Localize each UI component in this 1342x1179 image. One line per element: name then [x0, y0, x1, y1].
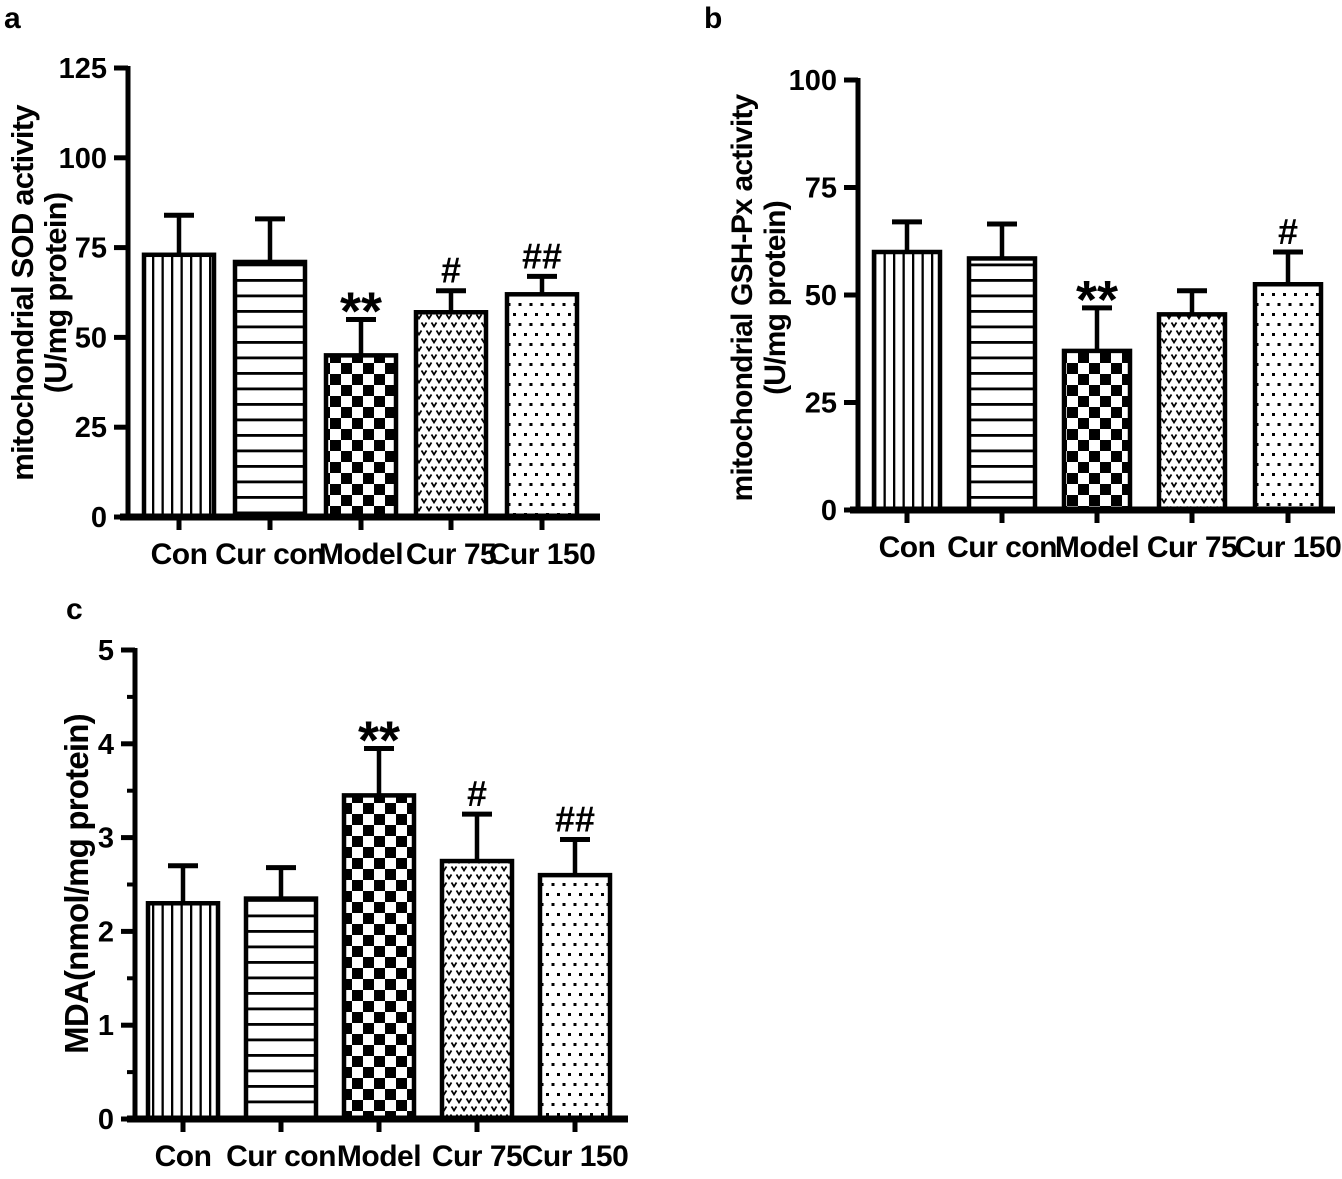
panel-c-x-label-cur-con: Cur con — [226, 1140, 336, 1173]
panel-a-bar-cur-150 — [504, 292, 580, 520]
panel-a-y-axis-title-line-1: mitochondrial SOD activity — [5, 104, 40, 481]
panel-c-y-tick-label: 3 — [98, 823, 114, 855]
panel-b-x-label-cur-con: Cur con — [947, 531, 1057, 564]
panel-a-bar-cur-con — [232, 259, 308, 520]
panel-c-significance-cur-150: ## — [555, 798, 595, 839]
panel-c-y-tick-label: 4 — [98, 729, 114, 761]
panel-c-bar-con — [145, 901, 221, 1122]
panel-c-bar-cur-75 — [439, 858, 515, 1122]
panel-a-x-label-model: Model — [319, 538, 403, 571]
panel-b-x-label-model: Model — [1055, 531, 1139, 564]
panel-c-y-tick-label: 2 — [98, 916, 114, 948]
panel-c-x-label-model: Model — [337, 1140, 421, 1173]
panel-b-y-tick-label: 100 — [789, 65, 837, 97]
panel-c-y-axis-title-line-1: MDA(nmol/mg protein) — [58, 714, 95, 1054]
panel-a-x-label-cur-con: Cur con — [215, 538, 325, 571]
panel-c-letter: c — [66, 593, 83, 626]
panel-c-bar-model — [341, 793, 417, 1122]
panel-a-x-label-con: Con — [151, 538, 208, 571]
panel-c-bar-cur-150 — [537, 872, 613, 1122]
panel-c-y-tick-label: 1 — [98, 1010, 114, 1042]
panel-a-y-tick-label: 75 — [75, 233, 107, 265]
panel-c-significance-model: ** — [358, 710, 400, 770]
panel-a-x-label-cur-150: Cur 150 — [489, 538, 596, 571]
panel-a-letter: a — [4, 2, 21, 35]
panel-c-x-label-con: Con — [155, 1140, 212, 1173]
panel-b-y-axis-title-line-2: (U/mg protein) — [759, 201, 792, 395]
panel-b-x-label-con: Con — [879, 531, 936, 564]
panel-a-y-tick-label: 100 — [59, 143, 107, 175]
panel-c-significance-cur-75: # — [467, 773, 487, 814]
panel-a-significance-cur-75: # — [441, 250, 461, 291]
panel-b-bar-con — [871, 249, 943, 513]
panel-a-x-label-cur-75: Cur 75 — [406, 538, 496, 571]
panel-c-x-label-cur-150: Cur 150 — [522, 1140, 629, 1173]
panel-c-y-tick-label: 0 — [98, 1104, 114, 1136]
panel-a-y-tick-label: 0 — [91, 502, 107, 534]
panel-a-y-tick-label: 25 — [75, 412, 107, 444]
panel-b-y-tick-label: 0 — [821, 495, 837, 527]
panel-a-significance-cur-150: ## — [522, 235, 562, 276]
panel-c-x-label-cur-75: Cur 75 — [432, 1140, 522, 1173]
panel-b-y-tick-label: 50 — [805, 280, 837, 312]
panel-a-significance-model: ** — [340, 281, 382, 341]
panel-a-y-tick-label: 50 — [75, 322, 107, 354]
panel-b-bar-cur-con — [966, 256, 1038, 513]
panel-c-y-tick-label: 5 — [98, 635, 114, 667]
panel-b-x-label-cur-150: Cur 150 — [1235, 531, 1342, 564]
panel-a-y-axis-title-line-2: (U/mg protein) — [38, 193, 73, 394]
panel-b-letter: b — [704, 2, 723, 35]
panel-a-y-tick-label: 125 — [59, 53, 107, 85]
panel-c-bar-cur-con — [243, 896, 319, 1122]
panel-b-y-tick-label: 25 — [805, 388, 837, 420]
panel-b-significance-model: ** — [1076, 270, 1118, 330]
panel-b-y-tick-label: 75 — [805, 173, 837, 205]
panel-b-y-axis-title-line-1: mitochondrial GSH-Px activity — [726, 93, 759, 501]
panel-b-x-label-cur-75: Cur 75 — [1147, 531, 1237, 564]
panel-b-significance-cur-150: # — [1278, 211, 1298, 252]
